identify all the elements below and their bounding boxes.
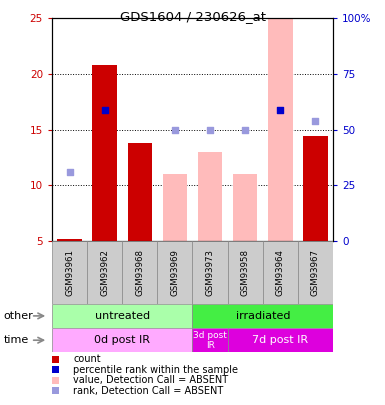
Text: GSM93958: GSM93958: [241, 249, 250, 296]
Text: count: count: [73, 354, 101, 364]
Bar: [52, 328, 192, 352]
Bar: [92, 65, 117, 241]
Text: time: time: [4, 335, 29, 345]
Bar: [57, 239, 82, 241]
Bar: [52, 304, 192, 328]
Bar: [162, 174, 187, 241]
Bar: [298, 241, 333, 304]
Bar: [87, 241, 122, 304]
Text: other: other: [4, 311, 33, 321]
Point: [102, 107, 108, 113]
Bar: [198, 152, 223, 241]
Bar: [52, 366, 59, 373]
Point: [207, 126, 213, 133]
Bar: [268, 18, 293, 241]
Bar: [233, 174, 258, 241]
Text: value, Detection Call = ABSENT: value, Detection Call = ABSENT: [73, 375, 228, 385]
Point: [242, 126, 248, 133]
Bar: [228, 241, 263, 304]
Text: GSM93961: GSM93961: [65, 249, 74, 296]
Bar: [192, 328, 228, 352]
Bar: [192, 241, 228, 304]
Point: [67, 169, 73, 175]
Bar: [52, 356, 59, 363]
Bar: [157, 241, 192, 304]
Text: GSM93962: GSM93962: [100, 249, 109, 296]
Text: 7d post IR: 7d post IR: [252, 335, 308, 345]
Text: GSM93969: GSM93969: [171, 249, 179, 296]
Bar: [127, 143, 152, 241]
Bar: [228, 328, 333, 352]
Text: GDS1604 / 230626_at: GDS1604 / 230626_at: [119, 10, 266, 23]
Bar: [52, 377, 59, 384]
Point: [277, 107, 283, 113]
Text: GSM93964: GSM93964: [276, 249, 285, 296]
Text: irradiated: irradiated: [236, 311, 290, 321]
Bar: [303, 136, 328, 241]
Text: GSM93968: GSM93968: [135, 249, 144, 296]
Text: 3d post
IR: 3d post IR: [193, 331, 227, 350]
Bar: [52, 387, 59, 394]
Text: GSM93967: GSM93967: [311, 249, 320, 296]
Point: [172, 126, 178, 133]
Text: 0d post IR: 0d post IR: [94, 335, 150, 345]
Bar: [192, 304, 333, 328]
Point: [312, 117, 318, 124]
Text: GSM93973: GSM93973: [206, 249, 214, 296]
Text: percentile rank within the sample: percentile rank within the sample: [73, 365, 238, 375]
Bar: [263, 241, 298, 304]
Bar: [122, 241, 157, 304]
Text: untreated: untreated: [95, 311, 150, 321]
Text: rank, Detection Call = ABSENT: rank, Detection Call = ABSENT: [73, 386, 223, 396]
Bar: [52, 241, 87, 304]
